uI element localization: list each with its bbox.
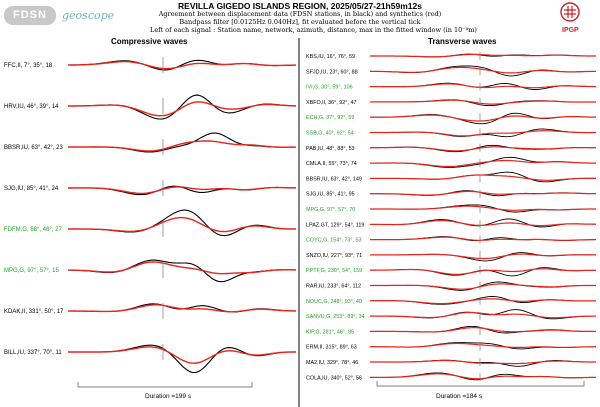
data-trace bbox=[370, 204, 596, 213]
transverse-duration-label: Duration =184 s bbox=[436, 393, 483, 400]
station-label: ECH,G, 37°, 92°, 59 bbox=[306, 115, 354, 121]
station-label: RAR,IU, 233°, 64°, 112 bbox=[306, 284, 361, 290]
data-trace bbox=[68, 132, 296, 153]
station-label: SNZO,IU, 227°, 93°, 71 bbox=[306, 253, 362, 259]
synthetic-trace bbox=[68, 101, 296, 117]
synthetic-trace bbox=[370, 236, 596, 241]
data-trace bbox=[68, 209, 296, 237]
transverse-waves-panel: KBS,IU, 16°, 76°, 59 SFJD,IU, 23°, 60°, 8… bbox=[306, 52, 597, 387]
synthetic-trace bbox=[68, 186, 296, 195]
data-trace bbox=[68, 344, 297, 374]
transverse-waves-title: Transverse waves bbox=[428, 37, 497, 46]
synthetic-trace bbox=[370, 114, 596, 122]
synthetic-trace bbox=[370, 159, 596, 168]
station-label: HRV,IU, 46°, 39°, 14 bbox=[4, 104, 59, 110]
synthetic-trace bbox=[68, 60, 296, 70]
synthetic-trace bbox=[370, 359, 596, 365]
station-label: KIP,G, 281°, 46°, 95 bbox=[306, 329, 354, 335]
synthetic-trace bbox=[68, 140, 296, 152]
duration-bracket bbox=[376, 381, 585, 387]
station-label: FDFM,G, 88°, 46°, 27 bbox=[4, 227, 62, 233]
figure-subtitle-legend: Left of each signal : Station name, netw… bbox=[150, 26, 477, 34]
fdsn-logo: FDSN bbox=[4, 6, 56, 25]
station-label: SFJD,IU, 23°, 60°, 88 bbox=[306, 69, 358, 75]
compressive-waves-title: Compressive waves bbox=[111, 37, 188, 46]
synthetic-trace bbox=[370, 130, 596, 137]
synthetic-trace bbox=[370, 283, 596, 290]
synthetic-trace bbox=[370, 342, 596, 348]
synthetic-trace bbox=[68, 261, 296, 275]
station-label: BILL,IU, 337°, 70°, 11 bbox=[4, 350, 62, 356]
station-label: SANVU,G, 253°, 89°, 34 bbox=[306, 314, 365, 320]
data-trace bbox=[369, 65, 596, 77]
figure-title: REVILLA GIGEDO ISLANDS REGION, 2025/05/2… bbox=[178, 1, 422, 11]
synthetic-trace bbox=[370, 373, 596, 380]
synthetic-trace bbox=[370, 311, 596, 319]
station-label: PPTF,G, 230°, 54°, 159 bbox=[306, 268, 362, 274]
synthetic-trace bbox=[370, 146, 597, 152]
data-trace bbox=[370, 252, 596, 262]
synthetic-trace bbox=[370, 66, 596, 74]
geoscope-logo: geoscope bbox=[62, 9, 115, 22]
station-label: KBS,IU, 16°, 76°, 59 bbox=[306, 54, 355, 60]
station-label: FFC,II, 7°, 35°, 18 bbox=[4, 63, 53, 69]
synthetic-trace bbox=[370, 174, 596, 181]
station-label: COYC,G, 154°, 73°, 53 bbox=[306, 238, 362, 244]
figure-subtitle-filter: Bandpass filter [0.0125Hz 0.040Hz], fit … bbox=[179, 18, 421, 26]
station-label: CMLA,II, 55°, 73°, 74 bbox=[306, 161, 357, 167]
synthetic-trace bbox=[370, 219, 596, 227]
synthetic-trace bbox=[68, 216, 296, 233]
compressive-duration-label: Duration =199 s bbox=[145, 393, 192, 400]
station-label: SJG,IU, 85°, 41°, 95 bbox=[306, 192, 355, 198]
synthetic-trace bbox=[370, 268, 596, 275]
ipgp-logo-text: IPGP bbox=[562, 27, 579, 34]
figure-subtitle-agreement: Agreement between displacement data (FDS… bbox=[158, 10, 442, 18]
synthetic-trace bbox=[370, 205, 596, 211]
station-label: LPAZ,GT, 129°, 54°, 119 bbox=[306, 222, 364, 228]
synthetic-trace bbox=[370, 253, 597, 260]
data-trace bbox=[370, 112, 596, 125]
synthetic-trace bbox=[370, 53, 596, 58]
station-label: SJG,IU, 85°, 41°, 24 bbox=[4, 186, 59, 192]
synthetic-trace bbox=[68, 304, 297, 313]
data-trace bbox=[370, 99, 596, 107]
duration-bracket bbox=[77, 382, 253, 388]
data-trace bbox=[370, 267, 596, 277]
station-label: KDAK,II, 331°, 50°, 17 bbox=[4, 309, 64, 315]
synthetic-trace bbox=[370, 99, 597, 105]
station-label: NOUC,G, 248°, 93°, 40 bbox=[306, 299, 362, 305]
synthetic-trace bbox=[370, 327, 596, 333]
station-label: ERM,II, 315°, 89°, 63 bbox=[306, 345, 357, 351]
compressive-waves-panel: FFC,II, 7°, 35°, 18 HRV,IU, 46°, 39°, 14 B… bbox=[4, 57, 297, 388]
station-label: MPG,G, 97°, 57°, 15 bbox=[4, 268, 59, 274]
station-label: BBSR,IU, 63°, 42°, 149 bbox=[306, 176, 362, 182]
station-label: PAB,IU, 48°, 88°, 53 bbox=[306, 146, 355, 152]
station-label: XBFO,II, 36°, 92°, 47 bbox=[306, 100, 356, 106]
station-label: IVI,G, 30°, 59°, 106 bbox=[306, 85, 353, 91]
station-label: BBSR,IU, 63°, 42°, 23 bbox=[4, 145, 63, 151]
station-label: MPG,G, 97°, 57°, 70 bbox=[306, 207, 355, 213]
synthetic-trace bbox=[370, 298, 597, 305]
ipgp-logo-mark bbox=[560, 2, 580, 22]
data-trace bbox=[370, 171, 596, 183]
synthetic-trace bbox=[370, 83, 596, 89]
station-label: SSB,G, 40°, 92°, 54 bbox=[306, 131, 354, 137]
synthetic-trace bbox=[68, 346, 296, 364]
station-label: COLA,IU, 340°, 52°, 56 bbox=[306, 375, 362, 381]
synthetic-trace bbox=[370, 190, 596, 196]
station-label: MA2,IU, 329°, 78°, 46 bbox=[306, 360, 358, 366]
